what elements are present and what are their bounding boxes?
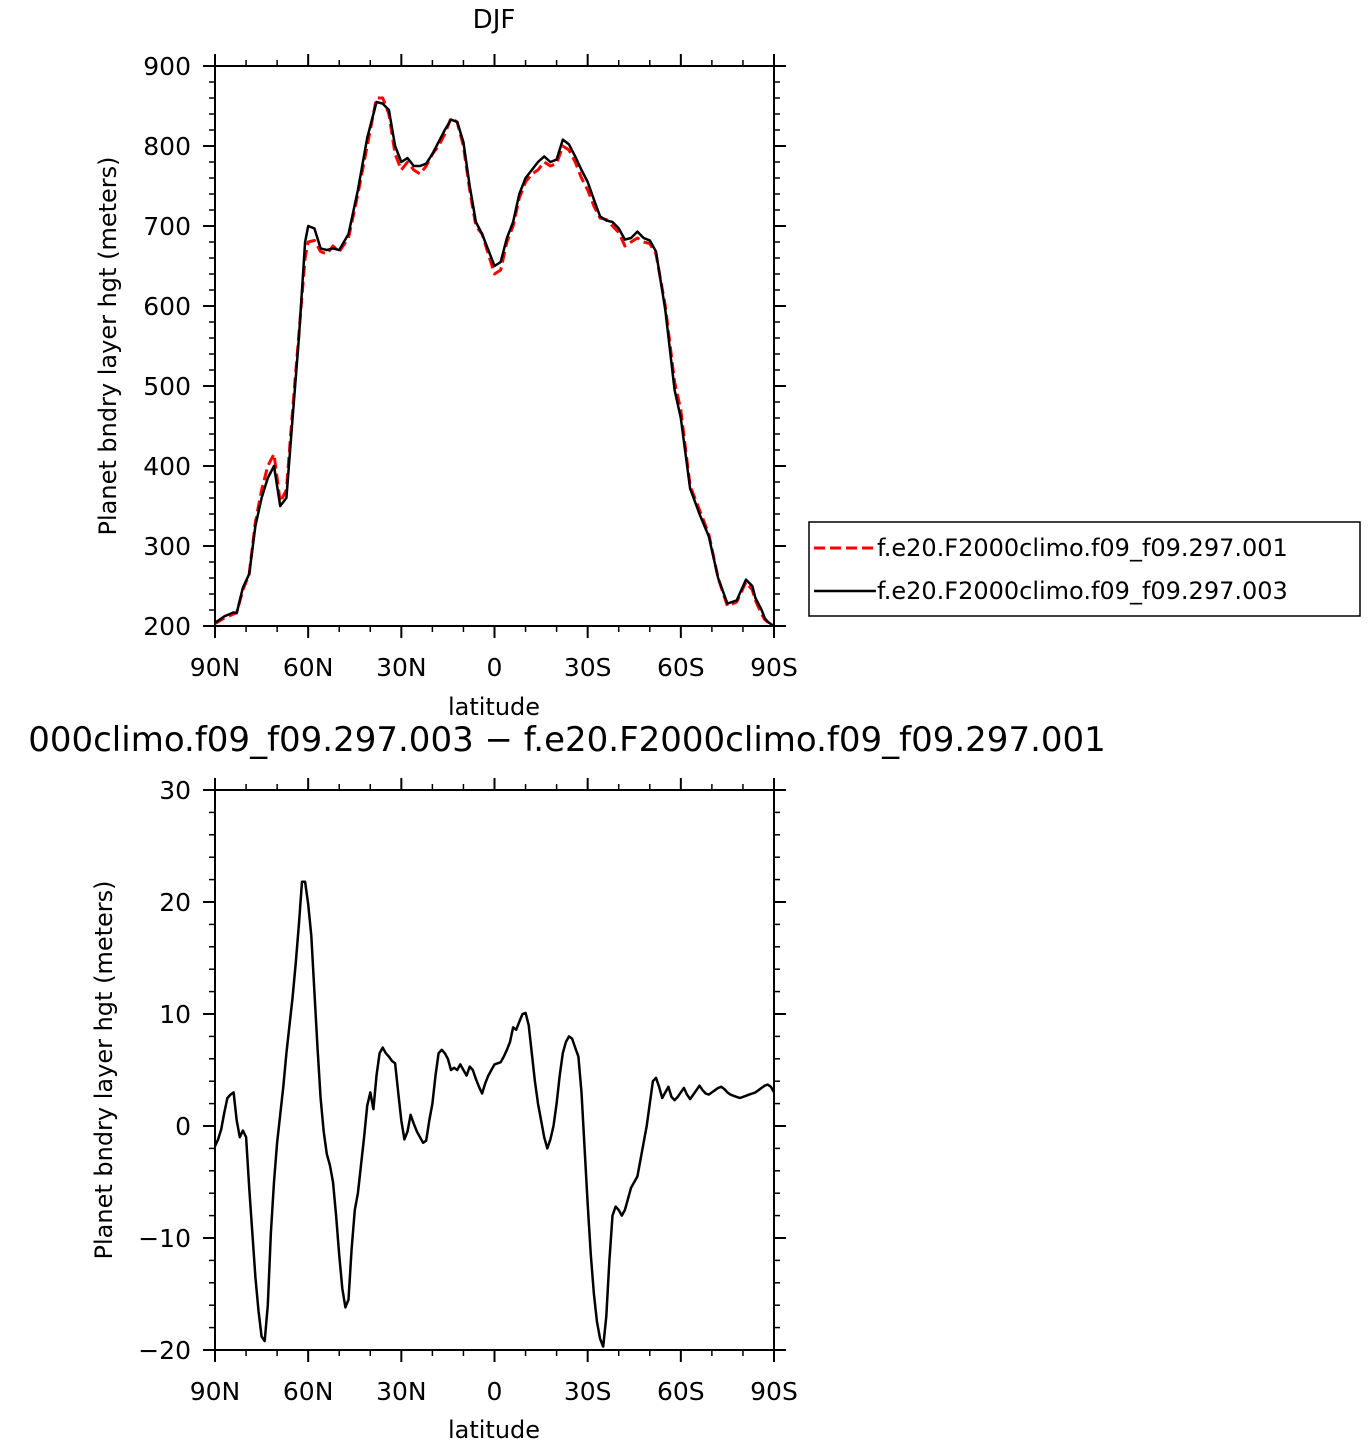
x-tick-label: 60N bbox=[283, 1377, 334, 1406]
x-tick-label: 60S bbox=[657, 653, 705, 682]
x-tick-label: 30N bbox=[376, 653, 427, 682]
legend-label-001: f.e20.F2000climo.f09_f09.297.001 bbox=[877, 534, 1288, 562]
x-tick-label: 30N bbox=[376, 1377, 427, 1406]
series-line-top-0 bbox=[214, 96, 775, 626]
y-tick-label: 800 bbox=[143, 132, 191, 161]
x-axis-label-bottom: latitude bbox=[448, 1416, 540, 1444]
x-tick-label: 30S bbox=[564, 653, 612, 682]
x-axis-label: latitude bbox=[448, 693, 540, 721]
series-group-top bbox=[214, 96, 775, 628]
y-tick-label: −20 bbox=[138, 1336, 191, 1365]
chart-title: DJF bbox=[473, 5, 516, 35]
y-tick-label: 900 bbox=[143, 52, 191, 81]
y-tick-label: 700 bbox=[143, 212, 191, 241]
x-tick-label: 60S bbox=[657, 1377, 705, 1406]
y-tick-label: 10 bbox=[159, 1000, 191, 1029]
legend: f.e20.F2000climo.f09_f09.297.001 f.e20.F… bbox=[808, 521, 1361, 617]
y-tick-label: 0 bbox=[175, 1112, 191, 1141]
difference-title: 000climo.f09_f09.297.003 − f.e20.F2000cl… bbox=[28, 720, 1106, 760]
axis-ticks-bottom: −20 −10 0 10 20 30 90N 60N 30N 0 30S 60S 90S bbox=[138, 776, 798, 1406]
x-tick-label: 90N bbox=[190, 653, 241, 682]
y-axis-label: Planet bndry layer hgt (meters) bbox=[94, 157, 122, 536]
y-tick-label: 600 bbox=[143, 292, 191, 321]
series-line-bottom-0 bbox=[213, 880, 776, 1348]
x-tick-label: 90N bbox=[190, 1377, 241, 1406]
chart-bottom-panel: 000climo.f09_f09.297.003 − f.e20.F2000cl… bbox=[28, 720, 1106, 1444]
y-tick-label: −10 bbox=[138, 1224, 191, 1253]
legend-box bbox=[808, 521, 1361, 617]
x-tick-label: 60N bbox=[283, 653, 334, 682]
chart-top-panel: DJF 200 300 400 500 600 700 800 900 90N 60N 30N 0 30… bbox=[94, 5, 798, 721]
x-tick-label: 0 bbox=[487, 1377, 503, 1406]
series-line-top-1 bbox=[214, 100, 775, 628]
y-axis-label-bottom: Planet bndry layer hgt (meters) bbox=[90, 881, 118, 1260]
x-tick-label: 0 bbox=[487, 653, 503, 682]
plot-frame-bottom bbox=[214, 789, 775, 1351]
legend-label-003: f.e20.F2000climo.f09_f09.297.003 bbox=[877, 577, 1288, 605]
x-tick-label: 30S bbox=[564, 1377, 612, 1406]
x-tick-label: 90S bbox=[750, 653, 798, 682]
y-tick-label: 500 bbox=[143, 372, 191, 401]
y-tick-label: 300 bbox=[143, 532, 191, 561]
x-tick-label: 90S bbox=[750, 1377, 798, 1406]
series-group-bottom bbox=[213, 880, 776, 1348]
y-tick-label: 30 bbox=[159, 776, 191, 805]
y-tick-label: 20 bbox=[159, 888, 191, 917]
axis-ticks-top: 200 300 400 500 600 700 800 900 90N 60N 30N 0 30S 60S… bbox=[143, 52, 798, 682]
y-tick-label: 200 bbox=[143, 612, 191, 641]
y-tick-label: 400 bbox=[143, 452, 191, 481]
